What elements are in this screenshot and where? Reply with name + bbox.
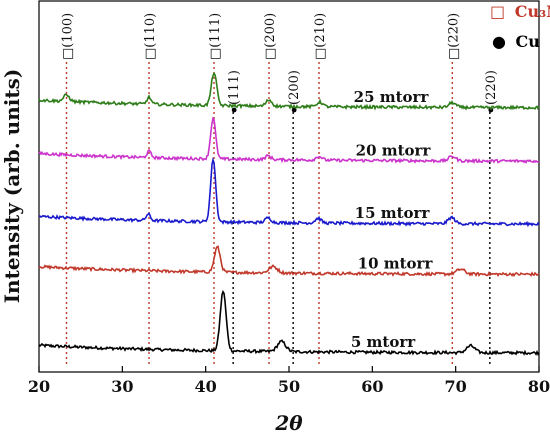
cu-marker [231, 107, 237, 113]
reference-lines: □(100) □(110) □(111) □(200) □(210) □(220) (111… [61, 13, 499, 365]
series-line [38, 116, 540, 165]
x-tick-label: 50 [278, 377, 300, 396]
x-axis: 20 30 40 50 60 70 80 [28, 366, 550, 396]
reference-label: □(100) [61, 13, 76, 60]
legend-cu-label: Cu [516, 32, 541, 51]
reference-label-text: □(100) [61, 13, 76, 60]
series-group: 5 mtorr 10 mtorr 15 mtorr 20 mtorr 25 mtorr [38, 71, 540, 356]
series-line [38, 289, 540, 356]
x-axis-title-text: 2θ [274, 411, 303, 435]
x-tick-label: 70 [445, 377, 467, 396]
legend: □ Cu₃N ● Cu [490, 2, 550, 51]
series-line [38, 71, 540, 111]
x-axis-title: 2θ [274, 411, 303, 435]
series-label: 5 mtorr [351, 333, 416, 351]
legend-cu3n-marker: □ [490, 2, 505, 21]
legend-cu-marker: ● [492, 32, 506, 51]
reference-label-text: □(111) [208, 13, 223, 60]
legend-entry-cu: ● Cu [492, 32, 540, 51]
reference-label: □(111) [208, 13, 223, 60]
reference-label-text: □(110) [143, 13, 158, 60]
plot-frame [38, 0, 540, 373]
reference-label-text: (111) [227, 70, 242, 105]
reference-label-text: □(210) [313, 13, 328, 60]
x-tick-label: 60 [361, 377, 383, 396]
x-tick-label: 30 [111, 377, 133, 396]
reference-label: (200) [287, 70, 302, 113]
reference-label-text: □(220) [446, 13, 461, 60]
series-line [39, 156, 540, 228]
x-tick-label: 20 [28, 377, 50, 396]
reference-label: □(200) [263, 13, 278, 60]
series-label: 15 mtorr [355, 204, 431, 222]
reference-label-text: (200) [287, 70, 302, 105]
cu-marker [488, 107, 494, 113]
cu-marker [291, 107, 297, 113]
x-tick-label: 80 [528, 377, 550, 396]
reference-label: □(110) [143, 13, 158, 60]
reference-label: (111) [227, 70, 242, 113]
reference-label: □(220) [446, 13, 461, 60]
reference-label: (220) [484, 70, 499, 113]
x-tick-label: 40 [195, 377, 217, 396]
series-label: 25 mtorr [354, 88, 430, 106]
reference-label-text: (220) [484, 70, 499, 105]
legend-entry-cu3n: □ Cu₃N [490, 2, 550, 21]
legend-cu3n-label: Cu₃N [515, 2, 550, 21]
y-axis-title: Intensity (arb. units) [0, 69, 24, 304]
series-label: 10 mtorr [358, 255, 434, 273]
reference-label-text: □(200) [263, 13, 278, 60]
series-label: 20 mtorr [356, 141, 432, 159]
series-line [38, 245, 540, 278]
reference-label: □(210) [313, 13, 328, 60]
